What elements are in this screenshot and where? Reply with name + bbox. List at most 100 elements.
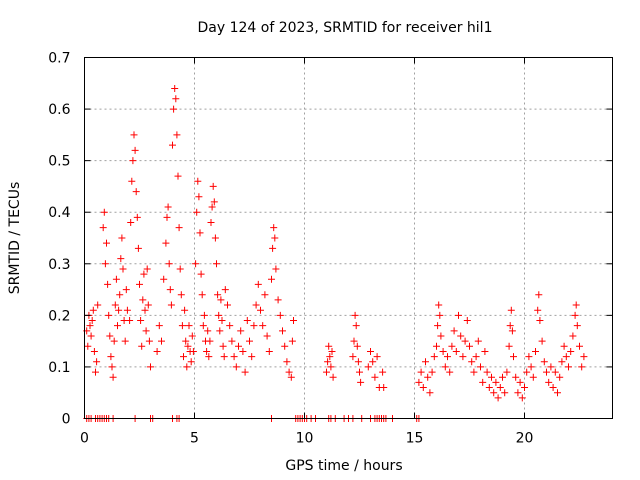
data-point xyxy=(499,373,506,381)
data-point xyxy=(207,219,215,227)
data-point xyxy=(205,353,213,361)
data-point xyxy=(545,378,553,386)
x-tick-label: 10 xyxy=(296,431,314,447)
data-point xyxy=(213,260,220,268)
data-point xyxy=(558,358,566,366)
data-point xyxy=(165,260,173,268)
data-point xyxy=(108,363,116,371)
data-point xyxy=(466,342,473,350)
data-point xyxy=(327,363,335,371)
data-point xyxy=(549,384,557,392)
y-tick-label: 0.6 xyxy=(48,102,70,118)
data-point xyxy=(459,353,467,361)
data-point xyxy=(354,358,362,366)
data-point xyxy=(352,322,360,330)
data-point xyxy=(538,337,546,345)
data-point xyxy=(571,311,579,319)
data-point xyxy=(415,378,423,386)
data-point xyxy=(364,363,372,371)
data-point xyxy=(326,353,334,361)
data-point xyxy=(134,244,142,252)
data-point xyxy=(235,342,242,350)
data-point xyxy=(325,342,333,350)
data-point xyxy=(371,373,379,381)
data-point xyxy=(119,265,127,273)
data-point xyxy=(224,301,231,309)
data-point xyxy=(439,347,447,355)
data-point xyxy=(200,311,208,319)
data-point xyxy=(357,378,365,386)
data-point xyxy=(268,275,275,283)
data-point xyxy=(490,389,498,397)
data-point xyxy=(428,368,436,376)
data-point xyxy=(158,337,165,345)
data-point xyxy=(556,373,564,381)
data-point xyxy=(217,296,225,304)
data-point xyxy=(187,358,195,366)
data-point xyxy=(93,358,101,366)
data-point xyxy=(219,342,227,350)
data-point xyxy=(172,95,180,103)
data-point xyxy=(419,384,427,392)
data-point xyxy=(209,182,217,190)
data-point xyxy=(554,389,561,397)
data-point xyxy=(518,394,526,402)
data-point xyxy=(184,342,192,350)
data-point xyxy=(551,368,559,376)
data-point xyxy=(138,342,146,350)
data-point xyxy=(115,306,123,314)
data-point xyxy=(130,131,138,139)
data-point xyxy=(496,384,504,392)
data-point xyxy=(129,157,137,165)
chart-title: Day 124 of 2023, SRMTID for receiver hil… xyxy=(198,20,493,36)
data-point xyxy=(195,193,203,201)
y-tick-label: 0.4 xyxy=(48,205,70,221)
data-point xyxy=(580,353,588,361)
data-point xyxy=(272,265,280,273)
data-point xyxy=(446,368,454,376)
data-point xyxy=(450,327,458,335)
data-point xyxy=(437,332,445,340)
data-point xyxy=(94,301,102,309)
data-point xyxy=(434,322,442,330)
data-point xyxy=(369,358,377,366)
data-point xyxy=(417,368,425,376)
x-axis-title: GPS time / hours xyxy=(285,458,402,474)
data-point xyxy=(143,265,151,273)
data-point xyxy=(246,337,253,345)
data-point xyxy=(508,327,516,335)
data-point xyxy=(197,270,205,278)
data-point xyxy=(535,291,543,299)
data-point xyxy=(573,322,581,330)
data-point xyxy=(220,353,228,361)
plot-frame xyxy=(84,57,613,419)
y-tick-label: 0.3 xyxy=(48,257,70,273)
data-point xyxy=(133,213,141,221)
x-tick-label: 5 xyxy=(190,431,199,447)
data-point xyxy=(193,208,201,216)
data-point xyxy=(116,291,124,299)
data-point xyxy=(89,306,97,314)
data-point xyxy=(142,327,150,335)
data-point xyxy=(578,363,586,371)
data-point xyxy=(488,373,495,381)
data-point xyxy=(189,347,197,355)
data-point xyxy=(232,363,240,371)
data-point xyxy=(324,358,332,366)
data-point xyxy=(328,347,336,355)
y-tick-label: 0.2 xyxy=(48,308,70,324)
data-point xyxy=(230,353,238,361)
data-point xyxy=(503,368,511,376)
data-point xyxy=(540,358,548,366)
data-point xyxy=(208,203,216,211)
data-point xyxy=(543,368,550,376)
data-point xyxy=(576,342,583,350)
data-point xyxy=(501,389,509,397)
data-point xyxy=(206,337,214,345)
data-point xyxy=(448,342,456,350)
data-point xyxy=(211,234,219,242)
data-point xyxy=(356,368,363,376)
data-point xyxy=(380,384,388,392)
data-point xyxy=(422,358,429,366)
